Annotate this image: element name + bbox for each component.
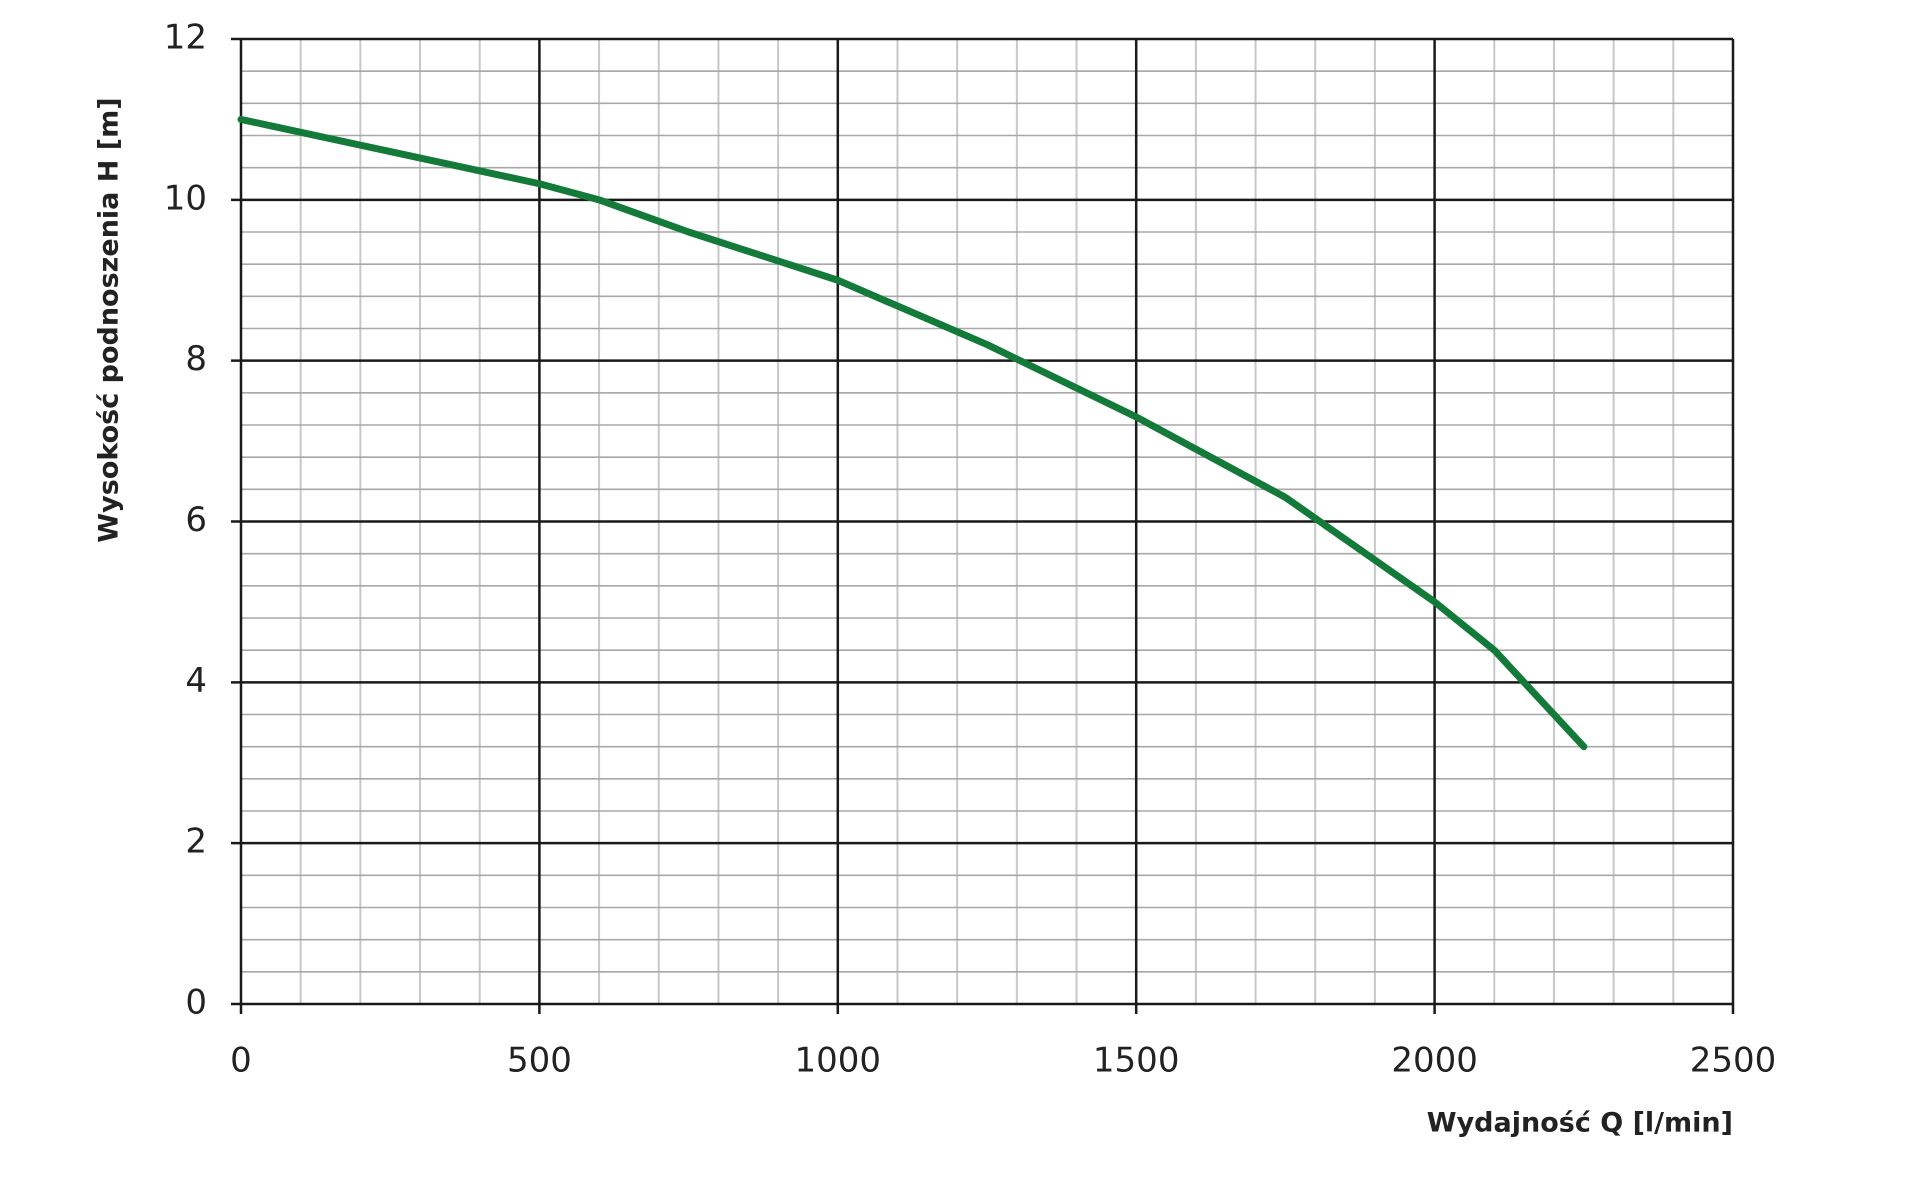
- y-tick-label: 12: [164, 18, 207, 58]
- y-tick-label: 4: [185, 661, 207, 701]
- x-tick-label: 1500: [1093, 1041, 1180, 1081]
- x-tick-label: 2000: [1391, 1041, 1478, 1081]
- x-axis-title: Wydajność Q [l/min]: [1427, 1108, 1733, 1139]
- grid: 0 500 1000 1500 2000 2500 0 2 4 6 8 10 12: [164, 18, 1777, 1081]
- y-tick-label: 2: [185, 822, 207, 862]
- y-tick-label: 0: [185, 983, 207, 1023]
- x-tick-label: 2500: [1690, 1041, 1777, 1081]
- x-tick-label: 1000: [795, 1041, 882, 1081]
- plot: [237, 115, 1588, 751]
- x-tick-label: 500: [507, 1041, 572, 1081]
- y-tick-label: 8: [185, 339, 207, 379]
- y-axis-title: Wysokość podnoszenia H [m]: [94, 97, 125, 542]
- line-series: [237, 115, 1588, 751]
- y-tick-label: 6: [185, 500, 207, 540]
- y-tick-label: 10: [164, 178, 207, 218]
- x-tick-label: 0: [230, 1041, 252, 1081]
